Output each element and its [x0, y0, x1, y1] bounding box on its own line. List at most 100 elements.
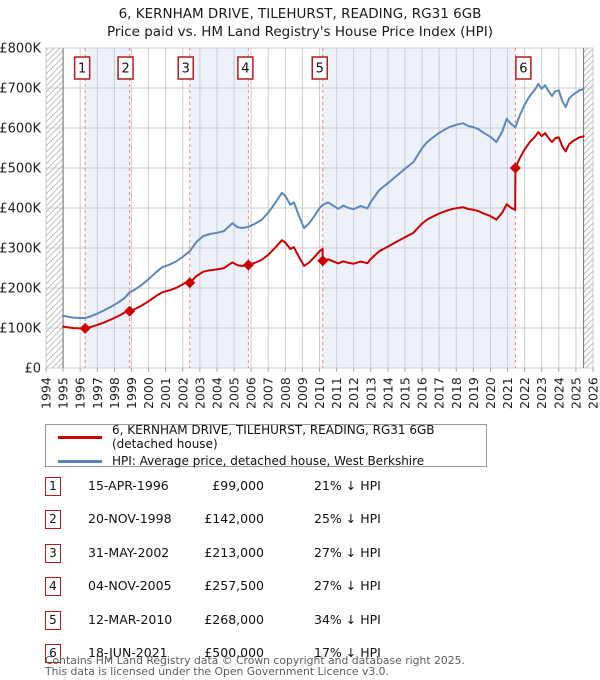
sale-price: £99,000: [212, 478, 264, 493]
chart-legend: 6, KERNHAM DRIVE, TILEHURST, READING, RG…: [45, 423, 487, 468]
sale-marker-diamond: [509, 162, 521, 174]
price-chart-plot: 1 2 3 4 5 6 £0 £100K £200K £300K £400K £500K £600K £7…: [0, 42, 600, 410]
sale-hpi-delta: 25% ↓ HPI: [314, 511, 381, 526]
x-axis-tick-label: 1994: [39, 377, 54, 409]
x-axis-tick-label: 2019: [466, 377, 481, 409]
sale-number-box-label: 3: [182, 62, 190, 77]
sale-date: 15-APR-1996: [88, 478, 169, 493]
sale-price: £268,000: [204, 612, 264, 627]
property-line-swatch: [58, 435, 102, 439]
legend-label-property: 6, KERNHAM DRIVE, TILEHURST, READING, RG…: [112, 423, 435, 451]
sale-number-box-label: 2: [121, 62, 129, 77]
x-axis-tick-label: 2001: [158, 377, 173, 409]
sale-number-box-label: 6: [519, 62, 527, 77]
legend-row-hpi: HPI: Average price, detached house, West…: [58, 454, 486, 468]
sale-number-badge: 3: [45, 544, 61, 563]
page-subtitle: Price paid vs. HM Land Registry's House …: [107, 24, 493, 40]
sale-date: 18-JUN-2021: [88, 645, 168, 660]
x-axis-tick-label: 2015: [397, 377, 412, 409]
sale-price: £213,000: [204, 545, 264, 560]
x-axis-tick-label: 2008: [278, 377, 293, 409]
footer-line-2: This data is licensed under the Open Gov…: [45, 664, 389, 678]
sale-number-badge: 2: [45, 510, 61, 529]
sale-date: 04-NOV-2005: [88, 578, 172, 593]
sale-date: 20-NOV-1998: [88, 511, 172, 526]
x-axis-tick-label: 2017: [432, 377, 447, 409]
x-axis-tick-label: 1995: [56, 377, 71, 409]
sale-hpi-delta: 27% ↓ HPI: [314, 545, 381, 560]
sale-date: 31-MAY-2002: [88, 545, 170, 560]
sale-number-box: [73, 56, 91, 80]
sale-marker-diamond: [317, 255, 329, 267]
sale-number-boxes: 1 2 3 4 5 6: [73, 56, 532, 80]
x-axis-tick-label: 2013: [363, 377, 378, 409]
x-axis-tick-label: 2005: [227, 377, 242, 409]
y-axis-tick-label: £600K: [0, 122, 41, 137]
sale-marker-diamond: [79, 322, 91, 334]
y-axis-tick-label: £800K: [0, 42, 41, 57]
y-axis-tick-label: £0: [24, 362, 41, 377]
x-axis-tick-label: 2020: [483, 377, 498, 409]
x-axis-tick-label: 2021: [500, 377, 515, 409]
x-axis-tick-label: 2023: [534, 377, 549, 409]
sale-hpi-delta: 17% ↓ HPI: [314, 645, 381, 660]
sale-table-row: 4 04-NOV-2005 £257,500 27% ↓ HPI: [0, 577, 600, 597]
sale-price: £142,000: [204, 511, 264, 526]
sale-number-box-label: 1: [78, 62, 86, 77]
x-axis-tick-label: 2024: [551, 377, 566, 409]
sale-number-box-label: 5: [316, 62, 324, 77]
sale-date: 12-MAR-2010: [88, 612, 173, 627]
hatch-region: [46, 48, 64, 368]
sale-table-row: 2 20-NOV-1998 £142,000 25% ↓ HPI: [0, 510, 600, 530]
hpi-series-line: [62, 83, 585, 319]
sale-hpi-delta: 27% ↓ HPI: [314, 578, 381, 593]
sale-markers: [79, 162, 521, 334]
x-axis-tick-label: 2022: [517, 377, 532, 409]
sale-number-badge: 1: [45, 477, 61, 496]
legend-row-property: 6, KERNHAM DRIVE, TILEHURST, READING, RG…: [58, 423, 486, 451]
y-axis-tick-label: £200K: [0, 282, 41, 297]
x-axis-tick-label: 2026: [586, 377, 600, 409]
x-axis-tick-label: 2025: [568, 377, 583, 409]
x-axis-tick-label: 1998: [107, 377, 122, 409]
hatch-region: [583, 48, 593, 368]
x-axis-tick-label: 2014: [380, 377, 395, 409]
x-axis-tick-label: 1996: [73, 377, 88, 409]
sale-marker-diamond: [242, 259, 254, 271]
sale-marker-diamond: [124, 305, 136, 317]
sale-number-box-label: 4: [241, 62, 249, 77]
x-axis-tick-label: 1997: [90, 377, 105, 409]
x-axis-tick-label: 2010: [312, 377, 327, 409]
sale-number-box: [177, 56, 195, 80]
sale-price: £500,000: [204, 645, 264, 660]
y-axis-tick-label: £500K: [0, 162, 41, 177]
x-axis-tick-label: 2000: [141, 377, 156, 409]
x-axis-tick-label: 2018: [449, 377, 464, 409]
sale-price: £257,500: [204, 578, 264, 593]
sale-table-row: 1 15-APR-1996 £99,000 21% ↓ HPI: [0, 477, 600, 497]
legend-label-hpi: HPI: Average price, detached house, West…: [112, 454, 425, 468]
sale-table-row: 5 12-MAR-2010 £268,000 34% ↓ HPI: [0, 611, 600, 631]
sale-number-box: [117, 56, 134, 80]
x-axis-tick-label: 2002: [175, 377, 190, 409]
sale-number-badge: 5: [45, 611, 61, 630]
y-axis-tick-label: £300K: [0, 242, 41, 257]
sale-number-box: [515, 56, 532, 80]
price-series-line: [62, 131, 585, 330]
x-axis-labels: 1994 1995 1996 1997 1998 1999 2000 2001 2002 2003…: [39, 377, 600, 409]
x-axis-tick-label: 2016: [415, 377, 430, 409]
sale-number-badge: 6: [45, 644, 61, 663]
footer-line-1: Contains HM Land Registry data © Crown c…: [45, 654, 465, 667]
y-axis-tick-label: £100K: [0, 322, 41, 337]
sale-number-box: [311, 56, 328, 80]
license-footer: Contains HM Land Registry data © Crown c…: [45, 654, 465, 678]
y-axis-labels: £0 £100K £200K £300K £400K £500K £600K £700K £80…: [0, 42, 41, 377]
x-axis-tick-label: 2012: [346, 377, 361, 409]
sale-number-badge: 4: [45, 577, 61, 596]
page-title: 6, KERNHAM DRIVE, TILEHURST, READING, RG…: [118, 6, 482, 22]
x-axis-tick-label: 1999: [124, 377, 139, 409]
y-axis-tick-label: £400K: [0, 202, 41, 217]
sale-hpi-delta: 34% ↓ HPI: [314, 612, 381, 627]
x-axis-tick-label: 2004: [209, 377, 224, 409]
